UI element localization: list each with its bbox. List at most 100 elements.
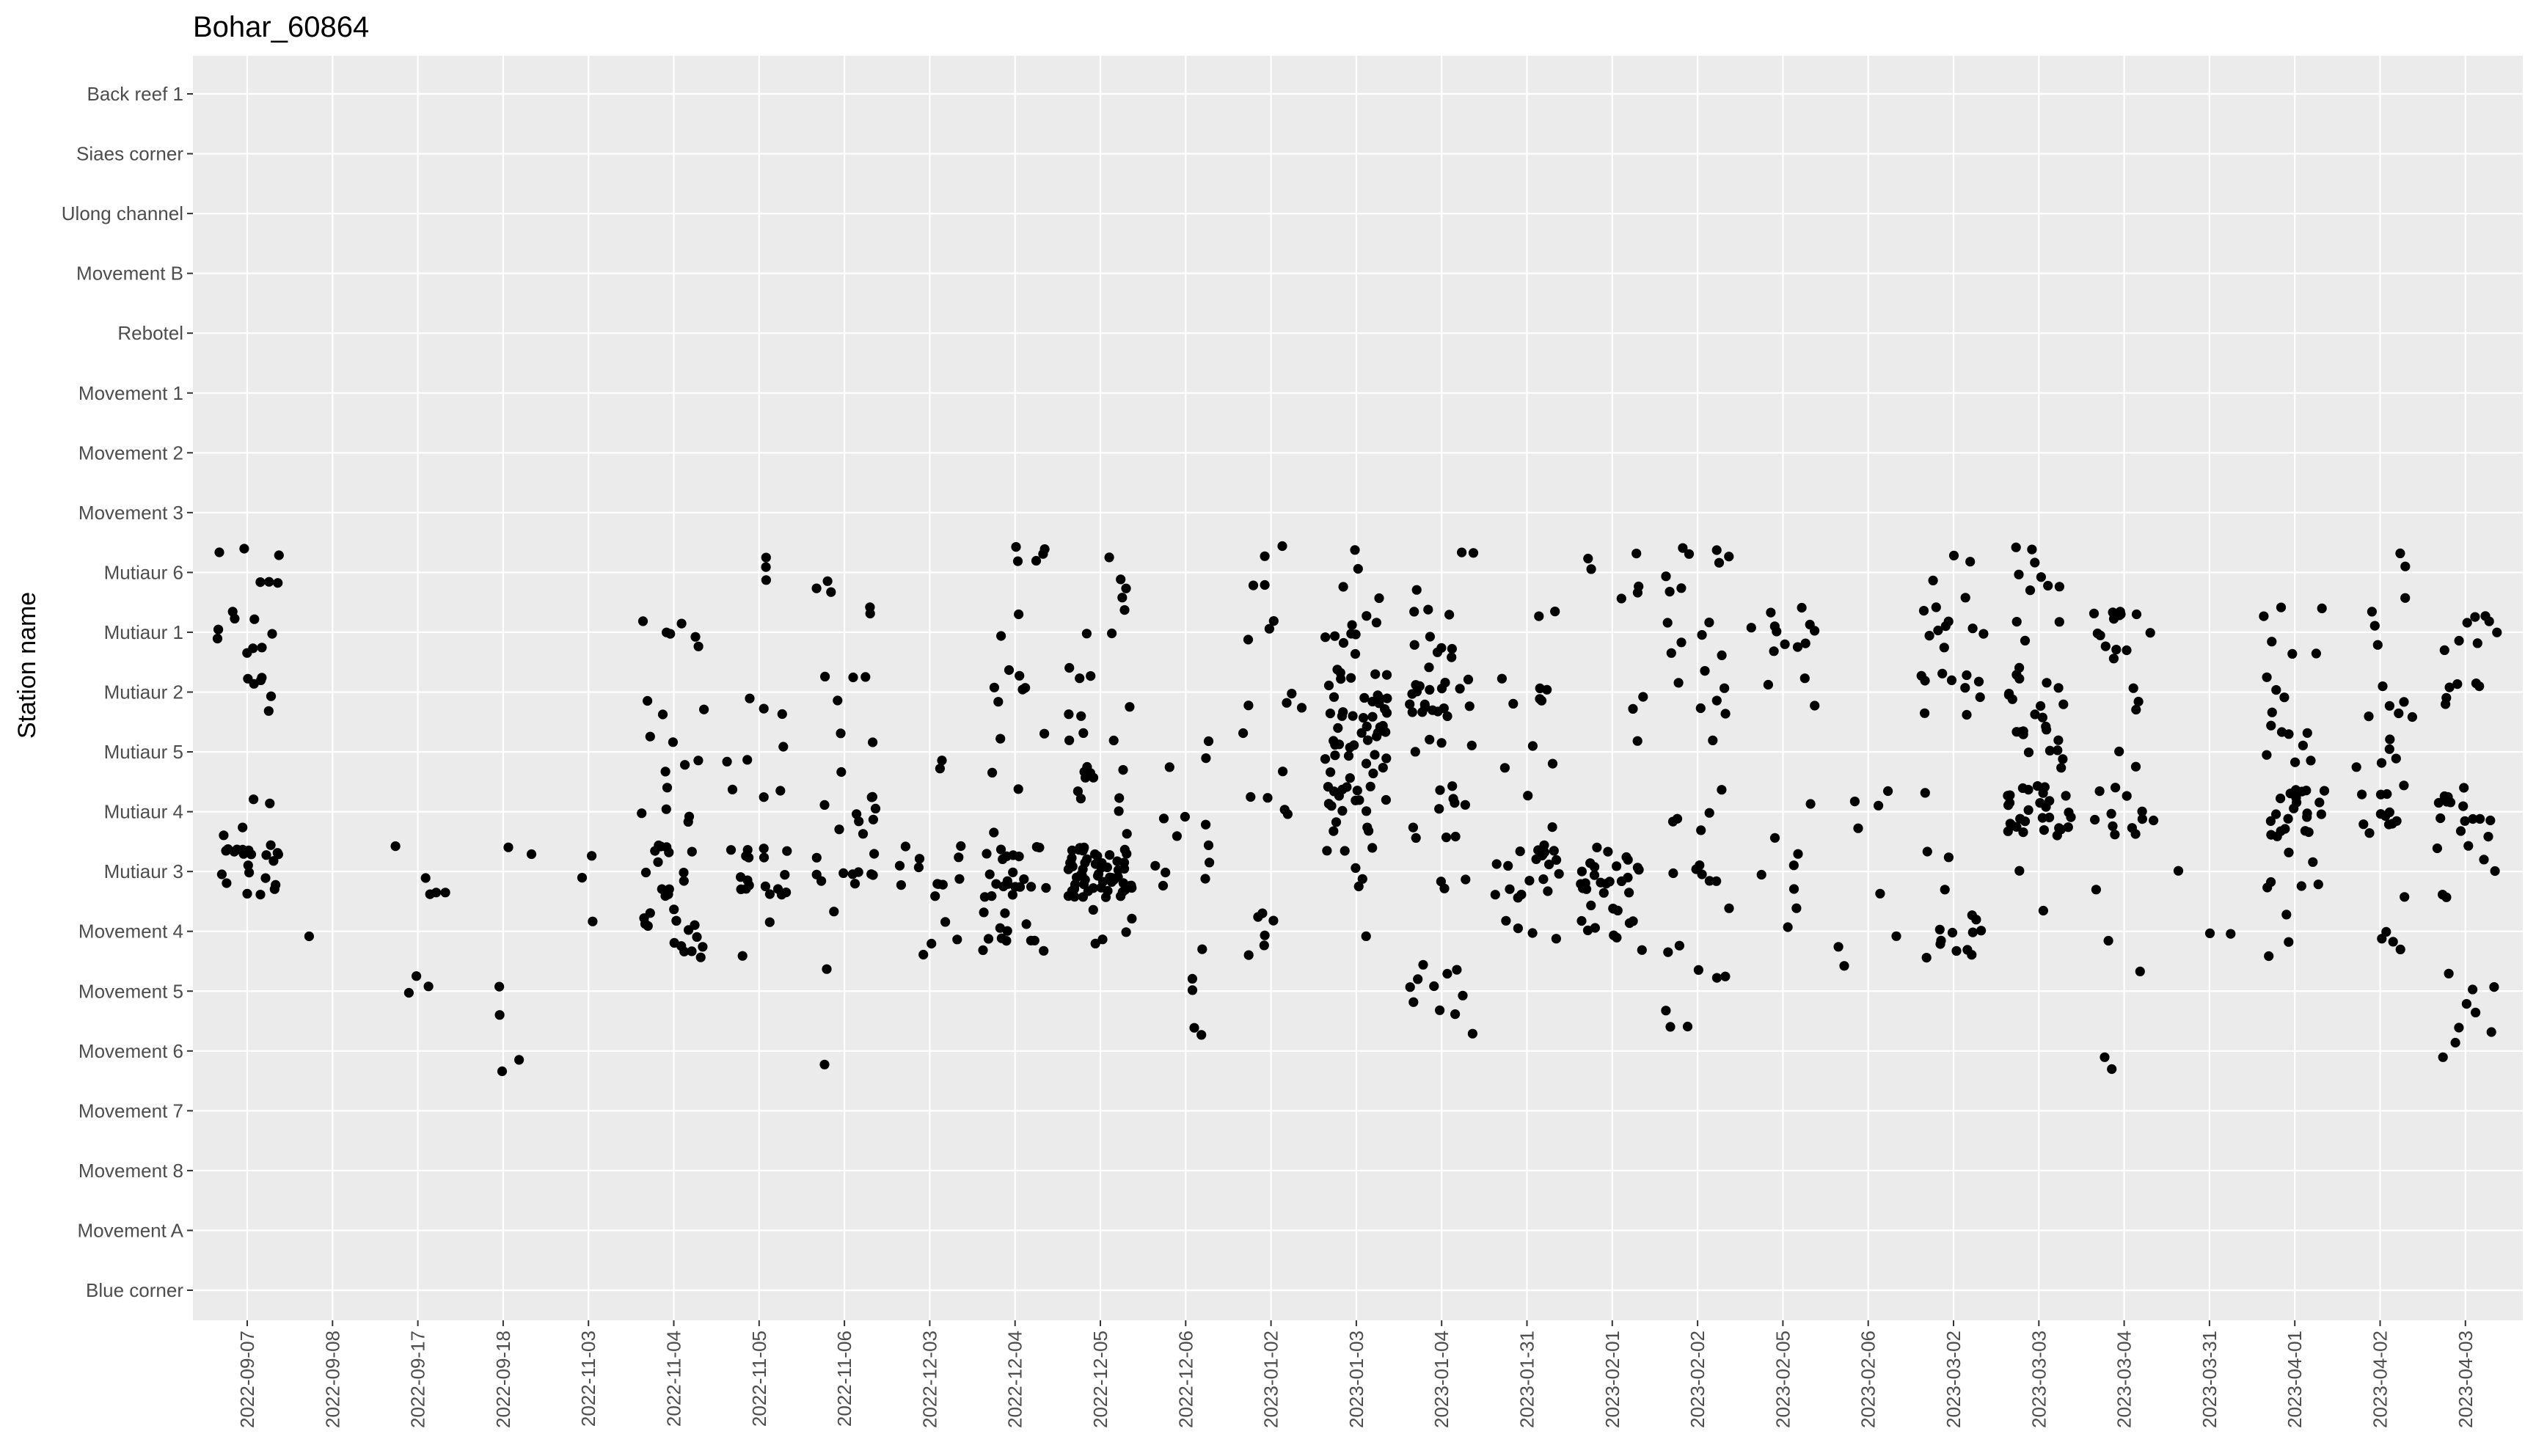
data-point: [1329, 826, 1339, 836]
data-point: [266, 691, 277, 701]
data-point: [2445, 797, 2456, 808]
data-point: [683, 816, 693, 827]
data-point: [2300, 826, 2310, 836]
data-point: [2037, 712, 2047, 722]
data-point: [1031, 842, 1042, 852]
data-point: [257, 643, 267, 653]
data-point: [1501, 915, 1511, 926]
data-point: [2351, 762, 2361, 772]
data-point: [662, 783, 673, 793]
data-point: [2053, 745, 2063, 756]
data-point: [1325, 709, 1335, 719]
data-point: [2108, 614, 2119, 624]
data-point: [1268, 616, 1279, 626]
data-point: [1704, 808, 1714, 818]
data-point: [2475, 813, 2485, 824]
data-point: [1962, 945, 1973, 955]
data-point: [1012, 556, 1023, 566]
data-point: [2058, 699, 2069, 709]
data-point: [1466, 740, 1477, 750]
data-point: [1948, 550, 1959, 561]
data-point: [497, 1066, 508, 1077]
data-point: [1017, 684, 1028, 695]
data-point: [2452, 679, 2463, 689]
data-point: [918, 949, 929, 960]
data-point: [764, 917, 775, 927]
data-point: [268, 856, 279, 866]
data-point: [2357, 789, 2367, 800]
data-point: [978, 945, 988, 955]
data-point: [260, 873, 271, 883]
data-point: [870, 803, 881, 813]
data-point: [1277, 541, 1287, 552]
data-point: [1554, 868, 1564, 879]
data-point: [1338, 637, 1349, 648]
data-point: [1354, 795, 1364, 805]
data-point: [1920, 676, 1930, 686]
data-point: [2399, 780, 2409, 791]
data-point: [1586, 564, 1596, 574]
data-point: [1090, 938, 1100, 948]
data-point: [1792, 642, 1803, 652]
x-tick-label: 2023-04-03: [2455, 1331, 2477, 1428]
data-point: [2054, 617, 2064, 627]
data-point: [1549, 846, 1559, 856]
data-point: [2391, 816, 2402, 826]
data-point: [1418, 959, 1428, 970]
data-point: [1458, 990, 1468, 1000]
data-point: [1439, 883, 1450, 893]
data-point: [1797, 602, 1807, 613]
plot-panel: [193, 56, 2523, 1320]
data-point: [822, 576, 833, 586]
data-point: [2038, 788, 2048, 798]
data-point: [2316, 809, 2326, 819]
data-point: [1358, 713, 1369, 723]
data-point: [1347, 620, 1357, 630]
data-point: [1434, 804, 1444, 814]
data-point: [1674, 940, 1684, 951]
data-point: [2450, 1037, 2460, 1048]
data-point: [2458, 801, 2469, 811]
data-point: [2285, 789, 2295, 799]
data-point: [1039, 728, 1050, 739]
data-point: [819, 800, 830, 810]
data-point: [1064, 662, 1075, 673]
data-point: [2454, 1023, 2464, 1033]
data-point: [1116, 574, 1126, 585]
data-point: [1515, 846, 1525, 857]
x-tick-label: 2023-02-05: [1772, 1331, 1794, 1428]
data-point: [1350, 648, 1361, 659]
x-tick-label: 2022-09-07: [236, 1331, 258, 1428]
data-point: [1442, 968, 1452, 979]
data-point: [987, 767, 998, 778]
data-point: [273, 578, 283, 588]
data-point: [1329, 692, 1340, 702]
x-tick-label: 2022-09-08: [321, 1331, 343, 1428]
data-point: [1067, 889, 1078, 899]
data-point: [782, 846, 792, 856]
data-point: [2131, 704, 2141, 715]
data-point: [526, 849, 537, 860]
data-point: [1967, 910, 1977, 921]
data-point: [1746, 623, 1756, 633]
data-point: [2011, 670, 2022, 680]
data-point: [2462, 618, 2472, 628]
data-point: [1967, 623, 1978, 634]
data-point: [1447, 781, 1458, 791]
data-point: [1539, 847, 1550, 857]
data-point: [1381, 794, 1391, 805]
data-point: [2284, 847, 2294, 857]
data-point: [1668, 868, 1678, 879]
data-point: [1580, 878, 1590, 888]
data-point: [587, 851, 597, 861]
data-point: [2308, 857, 2318, 867]
data-points: [212, 541, 2502, 1077]
data-point: [1187, 985, 1198, 995]
data-point: [848, 672, 858, 683]
data-point: [242, 888, 252, 899]
data-point: [1711, 545, 1722, 555]
data-point: [1665, 1022, 1676, 1032]
data-point: [1011, 542, 1021, 552]
data-point: [2400, 561, 2411, 571]
data-point: [2032, 781, 2043, 791]
